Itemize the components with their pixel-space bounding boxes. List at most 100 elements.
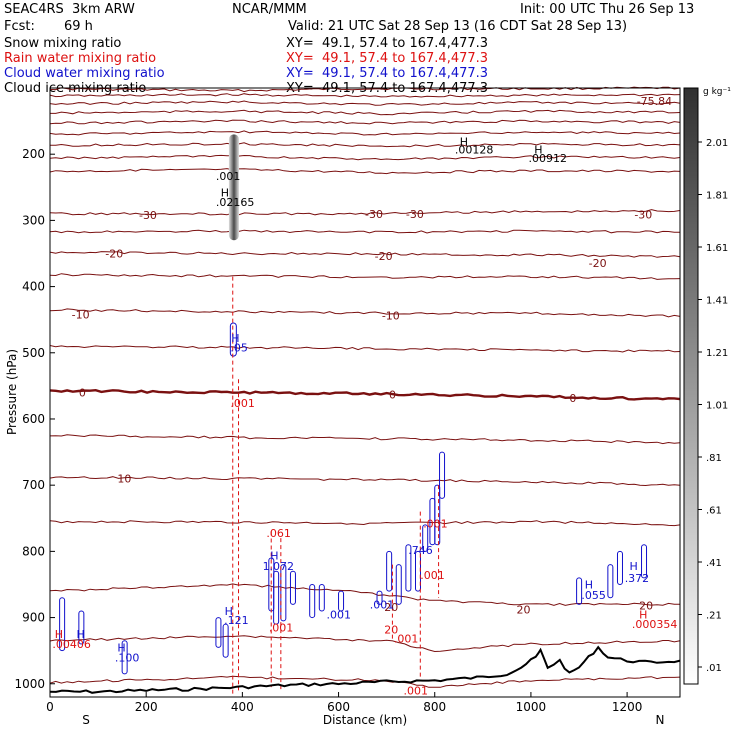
x-axis-south-label: S <box>82 713 90 727</box>
isotherm-line <box>49 130 681 136</box>
isotherm-line <box>49 308 681 318</box>
colorbar-label: .81 <box>706 453 722 464</box>
colorbar-label: .61 <box>706 506 722 517</box>
y-tick-label: 300 <box>22 213 45 227</box>
y-tick-label: 800 <box>22 544 45 558</box>
isotherm-label: 20 <box>384 601 398 614</box>
cloud-water-contour <box>439 451 446 499</box>
cloud-water-contour <box>78 610 85 645</box>
maximum-label: .001 <box>370 598 395 611</box>
maximum-label: H <box>460 136 468 149</box>
cloud-water-contour <box>434 484 441 546</box>
colorbar-label: .41 <box>706 558 722 569</box>
cloud-water-contour <box>616 550 623 585</box>
maximum-label: .055 <box>581 589 606 602</box>
maximum-label: .000354 <box>632 618 678 631</box>
maximum-label: H <box>585 578 593 591</box>
forecast-hours: 69 h <box>64 19 93 34</box>
maximum-label: .001 <box>423 518 448 531</box>
colorbar-label: 1.21 <box>706 348 728 359</box>
x-tick-label: 1000 <box>516 700 547 714</box>
maximum-label: .001 <box>420 569 445 582</box>
maximum-label: .100 <box>115 651 140 664</box>
maximum-label: H <box>270 549 278 562</box>
y-axis-title: Pressure (hPa) <box>5 349 19 435</box>
isotherm-label: -10 <box>72 308 90 321</box>
maximum-label: 1.072 <box>263 560 295 573</box>
isotherm-line <box>49 251 681 258</box>
plot-frame <box>49 87 681 698</box>
isotherm-line <box>49 209 681 216</box>
cloud-water-contour <box>309 583 316 619</box>
colorbar-label: 1.61 <box>706 243 728 254</box>
colorbar-label: 2.01 <box>706 138 728 149</box>
cloud-water-contour <box>395 564 402 605</box>
maximum-label: H <box>630 560 638 573</box>
surface-pressure-line <box>49 645 681 694</box>
cloud-water-contour <box>273 570 280 625</box>
cloud-water-contour <box>576 577 583 605</box>
isotherm-line <box>49 119 681 125</box>
colorbar-label: 1.81 <box>706 191 728 202</box>
isotherm-label: 0 <box>389 388 396 401</box>
maximum-label: .001 <box>403 684 428 697</box>
maximum-label: .001 <box>216 170 241 183</box>
maximum-label: .372 <box>625 572 650 585</box>
x-tick-label: 200 <box>135 700 158 714</box>
maximum-label: H <box>117 641 125 654</box>
cloud-water-contour <box>641 544 648 579</box>
maximum-label: .746 <box>408 544 433 557</box>
field-snow-name: Snow mixing ratio <box>4 36 122 51</box>
field-rain-name: Rain water mixing ratio <box>4 51 157 66</box>
isotherm-line <box>49 675 681 688</box>
maximum-label: .001 <box>230 397 255 410</box>
isotherm-label: 20 <box>639 600 653 613</box>
x-tick-label: 600 <box>327 700 350 714</box>
cloud-water-contour <box>318 583 325 612</box>
colorbar-units: g kg⁻¹ <box>703 87 731 97</box>
colorbar-label: 1.41 <box>706 296 728 307</box>
x-axis-title: Distance (km) <box>323 713 407 727</box>
y-tick-label: 200 <box>22 147 45 161</box>
isotherm-line <box>49 520 681 527</box>
maximum-label: H <box>225 605 233 618</box>
isotherm-line <box>49 583 681 606</box>
cloud-water-contour <box>215 617 222 648</box>
cloud-water-contour <box>405 544 412 592</box>
isotherm-line <box>50 109 681 116</box>
field-rain-xy: XY= 49.1, 57.4 to 167.4,477.3 <box>286 51 489 66</box>
snow-column <box>228 134 239 241</box>
isotherm-line <box>49 229 681 234</box>
init-time: Init: 00 UTC Thu 26 Sep 13 <box>520 2 695 17</box>
isotherm-line <box>49 476 681 487</box>
maximum-label: .061 <box>266 527 291 540</box>
colorbar-label: .21 <box>706 611 722 622</box>
y-tick-label: 600 <box>22 412 45 426</box>
isotherm-label: 20 <box>516 604 530 617</box>
model-title: SEAC4RS 3km ARW <box>4 2 135 17</box>
maximum-label: .00406 <box>52 638 91 651</box>
x-tick-label: 0 <box>46 700 54 714</box>
colorbar-gradient <box>683 87 699 685</box>
colorbar-label: .01 <box>706 663 722 674</box>
maximum-label: H <box>76 628 84 641</box>
maximum-label: .00128 <box>455 144 494 157</box>
maximum-label: H <box>639 608 647 621</box>
colorbar: g kg⁻¹ .01 .21 .41 .61 .81 1.01 1.21 1.41 1.61 1.… <box>683 87 731 685</box>
isotherm-label: 10 <box>117 473 131 486</box>
cloud-water-contour <box>386 550 393 592</box>
x-tick-label: 1200 <box>612 700 643 714</box>
cloud-water-contour <box>229 322 237 357</box>
cloud-water-contour <box>289 570 296 605</box>
forecast-label: Fcst: <box>4 19 35 34</box>
isotherm-label: -20 <box>375 250 393 263</box>
cloud-water-contour <box>338 590 345 612</box>
x-tick-label: 400 <box>231 700 254 714</box>
isotherm-line <box>49 154 681 161</box>
isotherm-label: 0 <box>569 392 576 405</box>
maximum-label: H <box>231 332 239 345</box>
y-tick-label: 500 <box>22 346 45 360</box>
cloud-water-contour <box>376 590 383 605</box>
cloud-water-contour <box>59 597 66 652</box>
